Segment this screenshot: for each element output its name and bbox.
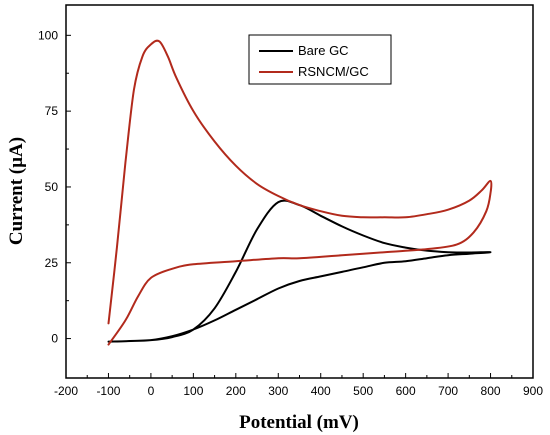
y-tick-label: 0 [51,332,58,346]
x-tick-label: 700 [438,384,458,398]
x-tick-label: -200 [54,384,78,398]
y-axis-label: Current (µA) [6,137,27,245]
y-tick-label: 100 [38,28,58,42]
legend-label-bare-gc: Bare GC [298,43,349,58]
x-tick-label: 200 [226,384,246,398]
axis-ticks [65,34,534,378]
x-tick-label: -100 [96,384,120,398]
x-tick-label: 600 [396,384,416,398]
legend-box [248,34,392,85]
x-tick-label: 300 [268,384,288,398]
y-tick-label: 50 [45,180,59,194]
x-tick-label: 400 [311,384,331,398]
y-tick-label: 75 [45,104,59,118]
x-tick-label: 800 [481,384,501,398]
x-tick-label: 500 [353,384,373,398]
x-tick-label: 100 [183,384,203,398]
y-tick-label: 25 [45,256,59,270]
series-line-rsncm-gc [107,39,493,346]
axis-tick-labels: -200 -100 0 100 200 300 400 500 600 700 800 900 0 25 5… [38,28,543,398]
series-group [107,39,493,346]
legend: Bare GC RSNCM/GC [248,34,392,85]
x-tick-label: 0 [148,384,155,398]
legend-label-rsncm-gc: RSNCM/GC [298,64,369,79]
x-axis-label: Potential (mV) [239,412,359,433]
x-tick-label: 900 [523,384,543,398]
series-line-bare-gc [107,199,492,343]
